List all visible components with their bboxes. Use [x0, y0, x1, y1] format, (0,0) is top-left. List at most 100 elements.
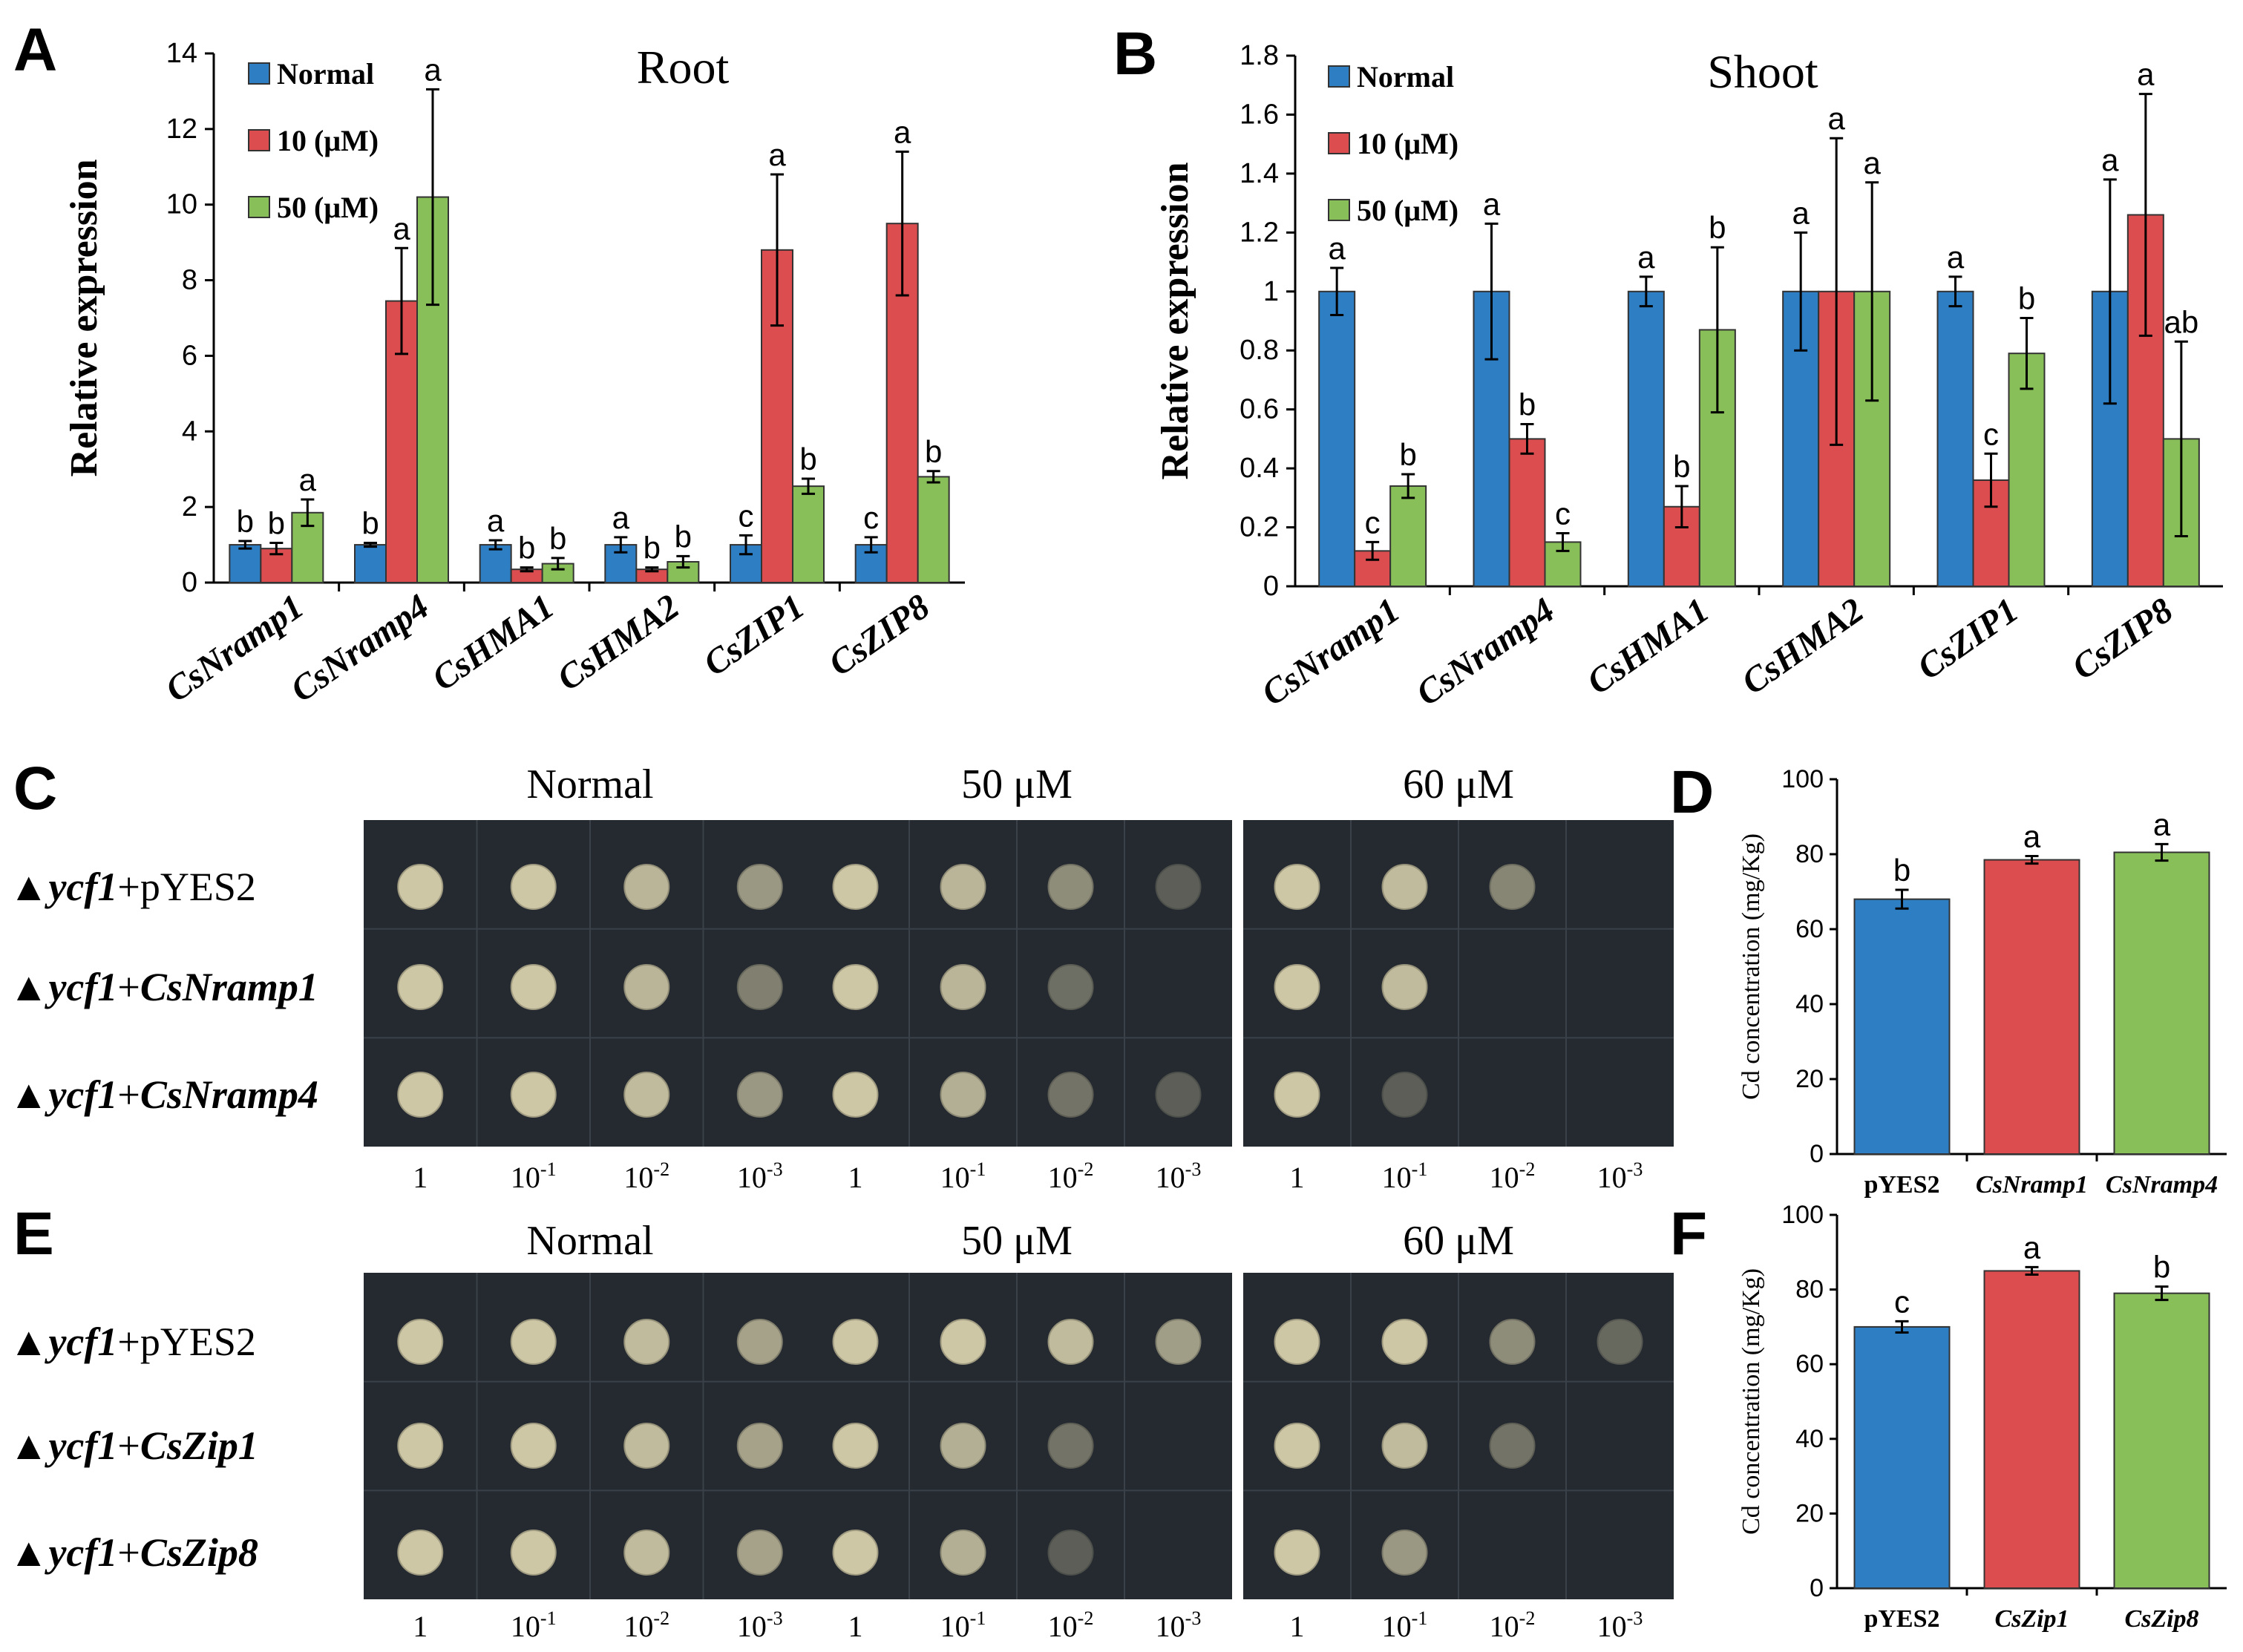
yeast-spot: [1155, 864, 1202, 910]
yeast-spot: [736, 864, 783, 910]
category-label: CsNramp1: [1976, 1171, 2088, 1199]
significance-letter: a: [2137, 57, 2155, 92]
yeast-spot: [1489, 864, 1536, 910]
dilution-exponent: -3: [1185, 1158, 1202, 1180]
dilution-base: 10: [623, 1161, 653, 1194]
yeast-spot: [623, 1530, 670, 1576]
yeast-spot: [397, 1319, 444, 1365]
dilution-label: 10-2: [623, 1607, 669, 1643]
panel-label-f: F: [1670, 1200, 1707, 1268]
strain-plus: +: [117, 1072, 140, 1117]
yeast-spot: [1047, 1072, 1094, 1118]
y-tick-label: 60: [1795, 1350, 1824, 1378]
bar: [1389, 485, 1427, 588]
dilution-exponent: -1: [540, 1607, 557, 1629]
yeast-spot: [1274, 1319, 1320, 1365]
legend-label: 10 (μM): [277, 124, 379, 157]
y-axis-label: Relative expression: [1154, 162, 1196, 479]
significance-letter: a: [2101, 142, 2119, 177]
significance-letter: b: [675, 519, 692, 554]
yeast-spot: [736, 964, 783, 1010]
bar: [917, 476, 950, 584]
yeast-spot: [1489, 1423, 1536, 1469]
yeast-spot: [397, 1530, 444, 1576]
legend-swatch: [1328, 65, 1350, 88]
dilution-label: 10-2: [1490, 1607, 1536, 1643]
significance-letter: c: [739, 498, 754, 533]
yeast-spot: [736, 1530, 783, 1576]
significance-letter: a: [1637, 240, 1655, 275]
dilution-label: 10-3: [1597, 1158, 1643, 1194]
bar: [1983, 1270, 2080, 1589]
yeast-spot: [736, 1423, 783, 1469]
yeast-spot: [1381, 1530, 1428, 1576]
yeast-spot: [832, 964, 879, 1010]
dilution-base: 10: [1156, 1610, 1185, 1643]
dilution-exponent: -1: [1412, 1607, 1428, 1629]
yeast-spot: [1274, 964, 1320, 1010]
legend-label: 50 (μM): [1357, 194, 1458, 227]
yeast-spot: [1047, 964, 1094, 1010]
yeast-spot: [1274, 1423, 1320, 1469]
y-tick-label: 20: [1795, 1499, 1824, 1527]
dilution-base: 10: [1597, 1161, 1627, 1194]
yeast-spot: [1381, 1423, 1428, 1469]
dilution-base: 10: [511, 1610, 540, 1643]
y-tick-label: 0.4: [1240, 453, 1279, 484]
y-axis-label: Cd concentration (mg/Kg): [1738, 1268, 1765, 1535]
yeast-spot: [1047, 1423, 1094, 1469]
yeast-spot: [510, 864, 557, 910]
dilution-label: 1: [413, 1610, 428, 1643]
dilution-label: 10-3: [737, 1158, 783, 1194]
dilution-base: 1: [413, 1161, 428, 1194]
yeast-spot: [1489, 1319, 1536, 1365]
y-axis-label: Relative expression: [63, 159, 105, 476]
dilution-exponent: -1: [540, 1158, 557, 1180]
panel-label-c: C: [13, 755, 57, 822]
dilution-label: 10-3: [1597, 1607, 1643, 1643]
yeast-spot: [623, 1423, 670, 1469]
yeast-spot: [736, 1319, 783, 1365]
strain-label: ▲ycf1+CsNramp4: [9, 1072, 318, 1117]
dilution-exponent: -1: [970, 1158, 986, 1180]
dilution-label: 10-1: [940, 1158, 986, 1194]
bar: [1698, 329, 1736, 587]
bar: [1853, 1325, 1951, 1590]
chart-cd-concentration-zip: 0 20 40 60 80 100 Cd concentration (mg/Kg) c pYE…: [1738, 1201, 2227, 1633]
dilution-exponent: -1: [970, 1607, 986, 1629]
strain-label: ▲ycf1+pYES2: [9, 865, 256, 909]
condition-header: 50 μM: [961, 1218, 1073, 1264]
dilution-base: 1: [413, 1610, 428, 1643]
dilution-exponent: -3: [1627, 1158, 1643, 1180]
yeast-spot: [510, 1319, 557, 1365]
strain-host: ycf1: [44, 965, 117, 1009]
chart-title: Root: [637, 41, 730, 94]
yeast-spot: [832, 1423, 879, 1469]
yeast-spot: [1155, 1319, 1202, 1365]
legend-swatch: [1328, 132, 1350, 154]
yeast-spot: [1381, 1072, 1428, 1118]
dilution-base: 1: [848, 1610, 863, 1643]
dilution-label: 10-3: [737, 1607, 783, 1643]
dilution-base: 10: [1382, 1610, 1412, 1643]
y-tick-label: 1: [1263, 276, 1279, 307]
significance-letter: a: [1827, 101, 1845, 136]
triangle-marker: ▲: [9, 1072, 48, 1117]
dilution-exponent: -3: [767, 1607, 783, 1629]
yeast-spot: [1381, 964, 1428, 1010]
chart-title: Shoot: [1707, 45, 1818, 98]
strain-label: ▲ycf1+CsZip8: [9, 1530, 258, 1575]
bar: [2113, 1292, 2210, 1589]
bar: [1508, 438, 1546, 588]
yeast-spot: [397, 1423, 444, 1469]
dilution-base: 10: [1490, 1610, 1519, 1643]
significance-letter: a: [424, 52, 442, 87]
yeast-spot: [1047, 1319, 1094, 1365]
y-tick-label: 0: [1810, 1140, 1824, 1168]
yeast-spot: [623, 964, 670, 1010]
yeast-spot: [1274, 1072, 1320, 1118]
bar: [2113, 851, 2210, 1155]
panel-label-a: A: [13, 16, 57, 84]
